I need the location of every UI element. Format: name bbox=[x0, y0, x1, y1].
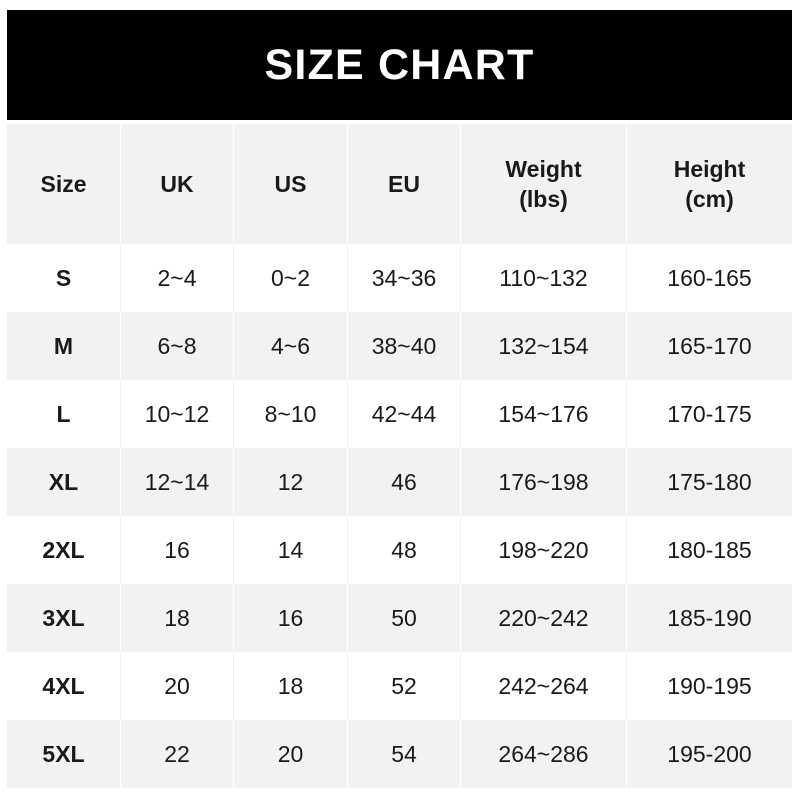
cell-eu: 34~36 bbox=[348, 244, 461, 312]
table-row: 4XL 20 18 52 242~264 190-195 bbox=[7, 652, 792, 720]
cell-size: XL bbox=[7, 448, 121, 516]
cell-size: 3XL bbox=[7, 584, 121, 652]
column-header-weight: Weight (lbs) bbox=[461, 124, 627, 244]
size-chart-table-container: Size UK US EU Weight (lbs) bbox=[7, 124, 792, 788]
size-chart-banner: SIZE CHART bbox=[7, 10, 792, 120]
table-row: M 6~8 4~6 38~40 132~154 165-170 bbox=[7, 312, 792, 380]
table-row: S 2~4 0~2 34~36 110~132 160-165 bbox=[7, 244, 792, 312]
cell-uk: 2~4 bbox=[121, 244, 234, 312]
cell-eu: 52 bbox=[348, 652, 461, 720]
cell-us: 20 bbox=[234, 720, 348, 788]
cell-size: 5XL bbox=[7, 720, 121, 788]
cell-us: 16 bbox=[234, 584, 348, 652]
cell-height: 160-165 bbox=[627, 244, 792, 312]
cell-size: S bbox=[7, 244, 121, 312]
table-row: 5XL 22 20 54 264~286 195-200 bbox=[7, 720, 792, 788]
column-header-height: Height (cm) bbox=[627, 124, 792, 244]
cell-height: 195-200 bbox=[627, 720, 792, 788]
column-header-uk-line1: UK bbox=[160, 170, 194, 197]
cell-weight: 154~176 bbox=[461, 380, 627, 448]
cell-us: 18 bbox=[234, 652, 348, 720]
column-header-us: US bbox=[234, 124, 348, 244]
cell-us: 8~10 bbox=[234, 380, 348, 448]
table-header: Size UK US EU Weight (lbs) bbox=[7, 124, 792, 244]
cell-us: 0~2 bbox=[234, 244, 348, 312]
table-row: XL 12~14 12 46 176~198 175-180 bbox=[7, 448, 792, 516]
cell-us: 4~6 bbox=[234, 312, 348, 380]
column-header-height-line1: Height bbox=[673, 155, 746, 182]
page-title: SIZE CHART bbox=[264, 40, 535, 89]
column-header-eu-line1: EU bbox=[388, 170, 420, 197]
cell-uk: 10~12 bbox=[121, 380, 234, 448]
cell-size: 2XL bbox=[7, 516, 121, 584]
cell-eu: 42~44 bbox=[348, 380, 461, 448]
cell-weight: 198~220 bbox=[461, 516, 627, 584]
cell-weight: 264~286 bbox=[461, 720, 627, 788]
cell-height: 170-175 bbox=[627, 380, 792, 448]
cell-uk: 12~14 bbox=[121, 448, 234, 516]
cell-uk: 20 bbox=[121, 652, 234, 720]
table-body: S 2~4 0~2 34~36 110~132 160-165 M 6~8 4~… bbox=[7, 244, 792, 788]
column-header-weight-line2: (lbs) bbox=[519, 186, 568, 212]
cell-eu: 48 bbox=[348, 516, 461, 584]
table-row: L 10~12 8~10 42~44 154~176 170-175 bbox=[7, 380, 792, 448]
cell-eu: 46 bbox=[348, 448, 461, 516]
cell-height: 185-190 bbox=[627, 584, 792, 652]
column-header-us-line1: US bbox=[274, 170, 307, 197]
column-header-size: Size bbox=[7, 124, 121, 244]
cell-height: 175-180 bbox=[627, 448, 792, 516]
cell-eu: 50 bbox=[348, 584, 461, 652]
table-header-row: Size UK US EU Weight (lbs) bbox=[7, 124, 792, 244]
size-chart-table: Size UK US EU Weight (lbs) bbox=[7, 124, 792, 788]
cell-weight: 132~154 bbox=[461, 312, 627, 380]
cell-height: 190-195 bbox=[627, 652, 792, 720]
cell-height: 165-170 bbox=[627, 312, 792, 380]
cell-eu: 54 bbox=[348, 720, 461, 788]
cell-size: 4XL bbox=[7, 652, 121, 720]
cell-size: M bbox=[7, 312, 121, 380]
cell-eu: 38~40 bbox=[348, 312, 461, 380]
cell-weight: 220~242 bbox=[461, 584, 627, 652]
column-header-uk: UK bbox=[121, 124, 234, 244]
column-header-eu: EU bbox=[348, 124, 461, 244]
table-row: 3XL 18 16 50 220~242 185-190 bbox=[7, 584, 792, 652]
cell-uk: 6~8 bbox=[121, 312, 234, 380]
column-header-weight-line1: Weight bbox=[505, 155, 582, 182]
column-header-height-line2: (cm) bbox=[685, 186, 734, 212]
cell-uk: 22 bbox=[121, 720, 234, 788]
cell-uk: 16 bbox=[121, 516, 234, 584]
table-row: 2XL 16 14 48 198~220 180-185 bbox=[7, 516, 792, 584]
cell-weight: 242~264 bbox=[461, 652, 627, 720]
cell-us: 14 bbox=[234, 516, 348, 584]
cell-weight: 176~198 bbox=[461, 448, 627, 516]
cell-uk: 18 bbox=[121, 584, 234, 652]
cell-us: 12 bbox=[234, 448, 348, 516]
cell-height: 180-185 bbox=[627, 516, 792, 584]
cell-weight: 110~132 bbox=[461, 244, 627, 312]
cell-size: L bbox=[7, 380, 121, 448]
column-header-size-line1: Size bbox=[40, 170, 87, 197]
